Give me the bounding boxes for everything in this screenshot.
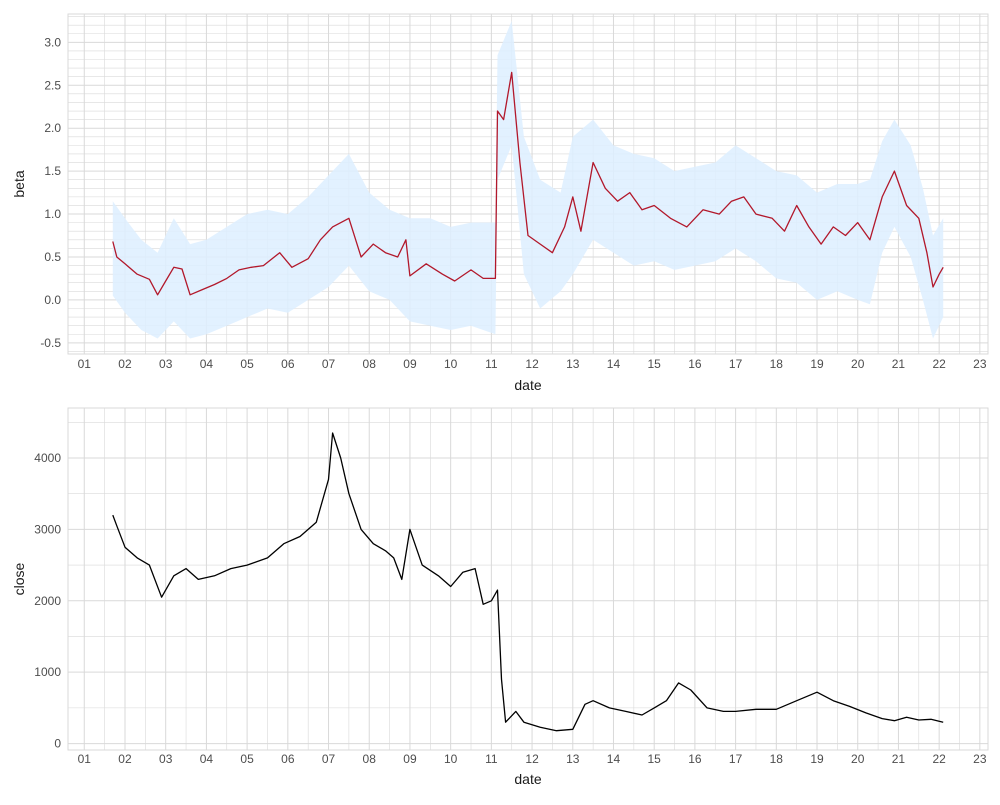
- x-tick-label: 15: [648, 357, 662, 371]
- y-tick-label: 1.0: [44, 207, 61, 221]
- x-tick-label: 22: [932, 752, 946, 766]
- x-tick-label: 05: [240, 752, 254, 766]
- x-tick-label: 18: [770, 752, 784, 766]
- x-tick-label: 14: [607, 357, 621, 371]
- x-tick-label: 20: [851, 752, 865, 766]
- x-tick-label: 03: [159, 752, 173, 766]
- x-tick-label: 08: [363, 752, 377, 766]
- x-tick-label: 06: [281, 752, 295, 766]
- x-tick-label: 16: [688, 357, 702, 371]
- beta-panel: -0.5 0.0 0.5 1.0 1.5 2.0 2.5 3.0 01 02 03 04 05 06 07 0…: [11, 13, 989, 393]
- x-axis-title: date: [514, 377, 541, 393]
- x-tick-label: 11: [485, 752, 498, 766]
- x-tick-label: 02: [118, 357, 132, 371]
- y-tick-label: 1.5: [44, 164, 61, 178]
- x-tick-label: 06: [281, 357, 295, 371]
- x-tick-label: 08: [363, 357, 377, 371]
- x-tick-label: 10: [444, 752, 458, 766]
- y-axis-title: beta: [11, 170, 27, 197]
- x-tick-label: 21: [892, 752, 906, 766]
- x-tick-label: 16: [688, 752, 702, 766]
- x-tick-label: 18: [770, 357, 784, 371]
- x-tick-label: 02: [118, 752, 132, 766]
- x-tick-label: 15: [648, 752, 662, 766]
- x-tick-label: 04: [200, 357, 214, 371]
- x-tick-label: 22: [932, 357, 946, 371]
- y-tick-label: 0.0: [44, 293, 61, 307]
- y-tick-label: 0.5: [44, 250, 61, 264]
- series-line: [112, 432, 944, 732]
- x-tick-label: 19: [810, 357, 824, 371]
- y-tick-label: 2.0: [44, 121, 61, 135]
- close-panel-border: [67, 407, 989, 751]
- close-panel: 0 1000 2000 3000 4000 01 02 03 04 05 06 07 08 09 10 11 1…: [11, 407, 989, 787]
- y-tick-label: -0.5: [40, 336, 61, 350]
- x-tick-label: 09: [403, 357, 417, 371]
- y-axis-title: close: [11, 562, 27, 595]
- x-tick-label: 23: [973, 752, 987, 766]
- x-tick-label: 17: [729, 357, 743, 371]
- y-tick-label: 0: [54, 737, 61, 751]
- x-tick-label: 11: [485, 357, 498, 371]
- x-tick-label: 04: [200, 752, 214, 766]
- y-tick-label: 2.5: [44, 78, 61, 92]
- series-line: [112, 71, 944, 296]
- y-tick-label: 1000: [34, 665, 61, 679]
- x-tick-label: 19: [810, 752, 824, 766]
- x-tick-label: 13: [566, 357, 580, 371]
- x-tick-label: 23: [973, 357, 987, 371]
- x-tick-label: 01: [78, 357, 92, 371]
- confidence-band: [112, 20, 944, 339]
- x-tick-label: 03: [159, 357, 173, 371]
- y-tick-label: 3000: [34, 522, 61, 536]
- x-tick-label: 05: [240, 357, 254, 371]
- x-tick-label: 07: [322, 752, 336, 766]
- x-tick-label: 14: [607, 752, 621, 766]
- x-axis-title: date: [514, 771, 541, 787]
- x-tick-label: 07: [322, 357, 336, 371]
- x-tick-label: 17: [729, 752, 743, 766]
- y-tick-label: 4000: [34, 451, 61, 465]
- x-tick-label: 09: [403, 752, 417, 766]
- x-tick-label: 21: [892, 357, 906, 371]
- x-tick-label: 12: [525, 752, 539, 766]
- y-tick-label: 3.0: [44, 35, 61, 49]
- x-tick-label: 12: [525, 357, 539, 371]
- x-tick-label: 20: [851, 357, 865, 371]
- x-tick-label: 13: [566, 752, 580, 766]
- x-tick-label: 01: [78, 752, 92, 766]
- y-tick-label: 2000: [34, 594, 61, 608]
- x-tick-label: 10: [444, 357, 458, 371]
